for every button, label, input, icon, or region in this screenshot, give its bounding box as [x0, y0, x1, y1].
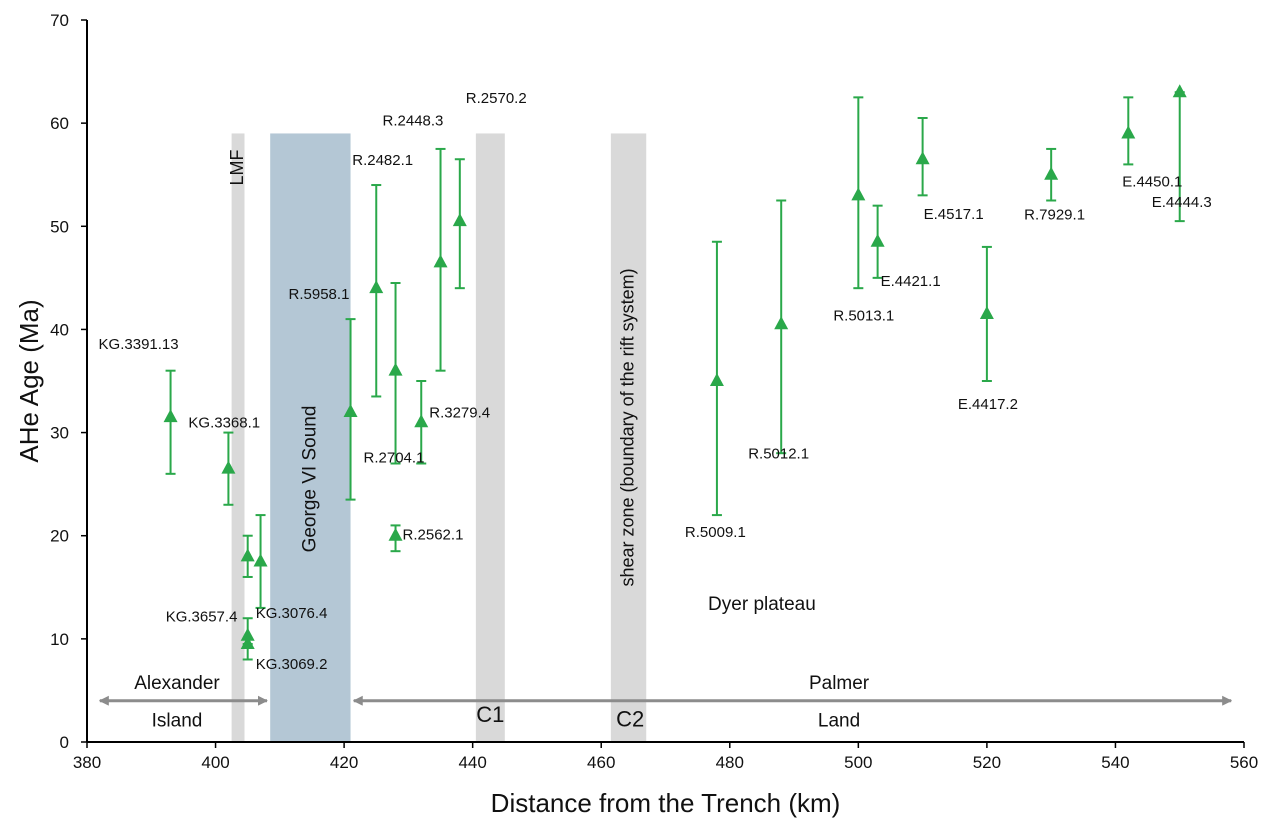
zone-band [475, 133, 505, 742]
point-label: R.5012.1 [748, 445, 809, 462]
point-label: KG.3076.4 [256, 605, 328, 622]
data-point [1044, 166, 1059, 180]
data-point [979, 305, 994, 319]
region-label: Dyer plateau [708, 594, 816, 615]
x-tick-label: 380 [73, 753, 101, 772]
data-point [851, 187, 866, 201]
point-label: E.4417.2 [958, 396, 1018, 413]
point-label: E.4517.1 [924, 206, 984, 223]
point-label: E.4444.3 [1152, 194, 1212, 211]
points-layer [163, 84, 1187, 661]
zone-label: George VI Sound [299, 406, 320, 553]
x-tick-label: 540 [1101, 753, 1129, 772]
point-label: R.2482.1 [352, 152, 413, 169]
data-point [240, 548, 255, 562]
x-tick-label: 460 [587, 753, 615, 772]
zone-label: LMF [227, 149, 247, 185]
y-tick-label: 60 [50, 114, 69, 133]
point-label: R.7929.1 [1024, 207, 1085, 224]
x-tick-label: 420 [330, 753, 358, 772]
y-tick-label: 40 [50, 320, 69, 339]
zone-label: shear zone (boundary of the rift system) [617, 268, 637, 586]
data-point [388, 362, 403, 376]
point-label: R.2704.1 [364, 450, 425, 467]
zone-label: C1 [476, 702, 504, 727]
labels-layer: KG.3391.13 KG.3368.1 KG.3657.4 KG.3076.4 KG.… [99, 90, 1212, 731]
point-label: KG.3368.1 [188, 415, 260, 432]
point-label: R.3279.4 [429, 404, 490, 421]
zone-band [231, 133, 245, 742]
y-tick-label: 20 [50, 527, 69, 546]
point-label: R.2570.2 [466, 90, 527, 107]
region-label: Land [818, 710, 860, 731]
point-label: R.5958.1 [289, 286, 350, 303]
data-point [915, 151, 930, 165]
point-label: R.2562.1 [403, 527, 464, 544]
data-point [870, 233, 885, 247]
x-tick-label: 520 [973, 753, 1001, 772]
data-point [240, 627, 255, 641]
data-point [253, 553, 268, 567]
y-tick-label: 70 [50, 11, 69, 30]
point-label: KG.3069.2 [256, 656, 328, 673]
x-axis-title: Distance from the Trench (km) [491, 788, 841, 818]
x-tick-label: 560 [1230, 753, 1258, 772]
point-label: KG.3657.4 [166, 608, 238, 625]
region-label: Alexander [134, 673, 220, 694]
region-label: Palmer [809, 673, 870, 694]
y-tick-label: 30 [50, 424, 69, 443]
axes-layer: 380 400 420 440 460 480 500 520 540 560 0 10 20 30 40 5… [14, 11, 1258, 818]
region-label: Island [152, 710, 203, 731]
data-point [369, 280, 384, 294]
zone-band [270, 133, 351, 742]
zone-band [610, 133, 647, 742]
point-label: R.5009.1 [685, 524, 746, 541]
data-point [433, 254, 448, 268]
y-tick-label: 50 [50, 217, 69, 236]
point-label: R.5013.1 [833, 307, 894, 324]
x-tick-label: 480 [716, 753, 744, 772]
data-point [452, 213, 467, 227]
x-tick-label: 400 [201, 753, 229, 772]
data-point [1121, 125, 1136, 139]
data-point [343, 403, 358, 417]
point-label: E.4450.1 [1122, 173, 1182, 190]
region-label: C2 [616, 706, 644, 731]
data-point [709, 373, 724, 386]
point-label: E.4421.1 [881, 273, 941, 290]
data-point [163, 409, 178, 423]
data-point [1172, 84, 1187, 98]
point-label: R.2448.3 [383, 112, 444, 129]
y-tick-label: 0 [60, 733, 69, 752]
data-point [388, 527, 403, 541]
data-point [414, 414, 429, 428]
point-label: KG.3391.13 [99, 336, 179, 353]
zones-layer: LMF George VI Sound C1 shear zone (boundary… [227, 133, 647, 742]
y-axis-title: AHe Age (Ma) [14, 299, 44, 462]
data-point [774, 316, 789, 330]
data-point [221, 460, 236, 474]
y-tick-label: 10 [50, 630, 69, 649]
x-tick-label: 440 [458, 753, 486, 772]
x-tick-label: 500 [844, 753, 872, 772]
data-point [240, 636, 255, 650]
